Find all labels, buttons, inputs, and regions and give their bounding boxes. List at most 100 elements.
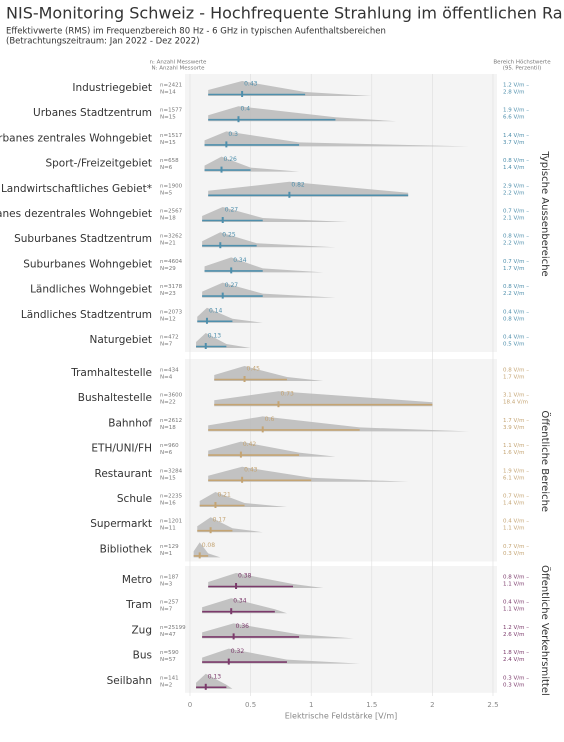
N-label: N=7 xyxy=(160,342,173,348)
n-label: n=3284 xyxy=(160,468,183,474)
range-high-label: 1.4 V/m xyxy=(503,165,524,171)
column-header: N: Anzahl Messorte xyxy=(151,66,205,72)
range-high-label: 0.3 V/m xyxy=(503,551,524,557)
density-ridge xyxy=(208,81,372,96)
mean-label: 0.26 xyxy=(224,156,238,163)
range-low-label: 0.8 V/m – xyxy=(503,234,529,240)
range-low-label: 1.7 V/m – xyxy=(503,418,529,424)
x-tick-label: 2.5 xyxy=(487,701,498,709)
density-ridge xyxy=(202,598,287,614)
n-label: n=2235 xyxy=(160,494,183,500)
range-low-label: 0.8 V/m – xyxy=(503,368,529,374)
mean-label: 0.17 xyxy=(213,517,227,524)
x-tick-label: 1 xyxy=(309,701,313,709)
mean-label: 0.21 xyxy=(217,492,231,499)
N-label: N=11 xyxy=(160,526,176,532)
mean-label: 0.13 xyxy=(208,333,222,340)
n-label: n=2567 xyxy=(160,209,183,215)
range-high-label: 1.7 V/m xyxy=(503,375,524,381)
density-ridge xyxy=(196,333,251,348)
chart-title: NIS-Monitoring Schweiz - Hochfrequente S… xyxy=(6,4,564,23)
N-label: N=18 xyxy=(160,216,176,222)
mean-label: 0.3 xyxy=(228,131,238,138)
column-header: n: Anzahl Messwerte xyxy=(150,60,208,66)
N-label: N=12 xyxy=(160,316,176,322)
N-label: N=3 xyxy=(160,582,173,588)
density-ridge xyxy=(197,517,263,533)
density-ridge xyxy=(202,282,336,298)
n-label: n=658 xyxy=(160,158,179,164)
mean-label: 0.32 xyxy=(231,648,245,655)
mean-label: 0.43 xyxy=(244,466,258,473)
range-low-label: 1.9 V/m – xyxy=(503,108,529,114)
category-label: Metro xyxy=(122,574,152,586)
N-label: N=18 xyxy=(160,425,176,431)
n-label: n=3600 xyxy=(160,393,183,399)
n-label: n=2073 xyxy=(160,309,183,315)
n-label: n=2421 xyxy=(160,83,182,89)
category-label: Tram xyxy=(125,599,152,611)
density-ridge xyxy=(208,181,409,197)
range-low-label: 0.3 V/m – xyxy=(503,675,529,681)
range-low-label: 1.9 V/m – xyxy=(503,468,529,474)
group-label: Typische Aussenbereiche xyxy=(539,150,550,276)
n-label: n=590 xyxy=(160,650,179,656)
n-label: n=434 xyxy=(160,368,179,374)
x-axis-label: Elektrische Feldstärke [V/m] xyxy=(285,712,397,721)
range-high-label: 0.8 V/m xyxy=(503,316,524,322)
mean-label: 0.42 xyxy=(243,441,257,448)
density-ridge xyxy=(214,391,433,407)
N-label: N=2 xyxy=(160,682,172,688)
mean-label: 0.34 xyxy=(233,598,247,605)
N-label: N=29 xyxy=(160,266,176,272)
N-label: N=1 xyxy=(160,551,172,557)
N-label: N=22 xyxy=(160,400,176,406)
range-low-label: 0.7 V/m – xyxy=(503,544,529,550)
column-header: (95. Perzentil) xyxy=(503,66,542,72)
range-low-label: 1.4 V/m – xyxy=(503,133,529,139)
category-label: Urbanes dezentrales Wohngebiet xyxy=(0,208,152,220)
n-label: n=187 xyxy=(160,575,179,581)
x-tick-label: 2 xyxy=(430,701,434,709)
density-ridge xyxy=(214,366,324,381)
density-ridge xyxy=(202,232,336,248)
range-high-label: 1.7 V/m xyxy=(503,266,524,272)
range-high-label: 6.6 V/m xyxy=(503,115,524,121)
density-ridge xyxy=(208,466,409,482)
range-low-label: 0.7 V/m – xyxy=(503,259,529,265)
category-label: Schule xyxy=(117,493,152,505)
N-label: N=15 xyxy=(160,475,176,481)
category-label: Bahnhof xyxy=(108,417,152,429)
range-low-label: 0.4 V/m – xyxy=(503,600,529,606)
category-label: Urbanes zentrales Wohngebiet xyxy=(0,132,152,144)
density-ridge xyxy=(202,207,348,222)
n-label: n=1517 xyxy=(160,133,183,139)
mean-label: 0.6 xyxy=(265,416,275,423)
n-label: n=1900 xyxy=(160,183,183,189)
mean-label: 0.43 xyxy=(244,81,258,88)
range-low-label: 0.4 V/m – xyxy=(503,519,529,525)
range-high-label: 3.9 V/m xyxy=(503,425,524,431)
N-label: N=4 xyxy=(160,375,173,381)
range-low-label: 0.4 V/m – xyxy=(503,309,529,315)
x-tick-label: 0.5 xyxy=(245,701,256,709)
n-label: n=3262 xyxy=(160,234,182,240)
n-label: n=960 xyxy=(160,443,179,449)
density-ridge xyxy=(204,156,300,172)
category-label: Bus xyxy=(133,650,152,662)
category-label: Landwirtschaftliches Gebiet* xyxy=(1,183,152,195)
group-band xyxy=(185,359,497,562)
mean-label: 0.13 xyxy=(208,673,222,680)
range-high-label: 1.1 V/m xyxy=(503,582,524,588)
column-header: Bereich Höchstwerte xyxy=(493,60,551,66)
range-low-label: 0.4 V/m – xyxy=(503,335,529,341)
category-label: Bibliothek xyxy=(100,543,153,555)
N-label: N=15 xyxy=(160,140,176,146)
N-label: N=15 xyxy=(160,115,176,121)
density-ridge xyxy=(197,307,263,323)
x-tick-label: 0 xyxy=(188,701,192,709)
range-high-label: 2.8 V/m xyxy=(503,90,524,96)
N-label: N=5 xyxy=(160,190,173,196)
range-high-label: 2.1 V/m xyxy=(503,216,524,222)
